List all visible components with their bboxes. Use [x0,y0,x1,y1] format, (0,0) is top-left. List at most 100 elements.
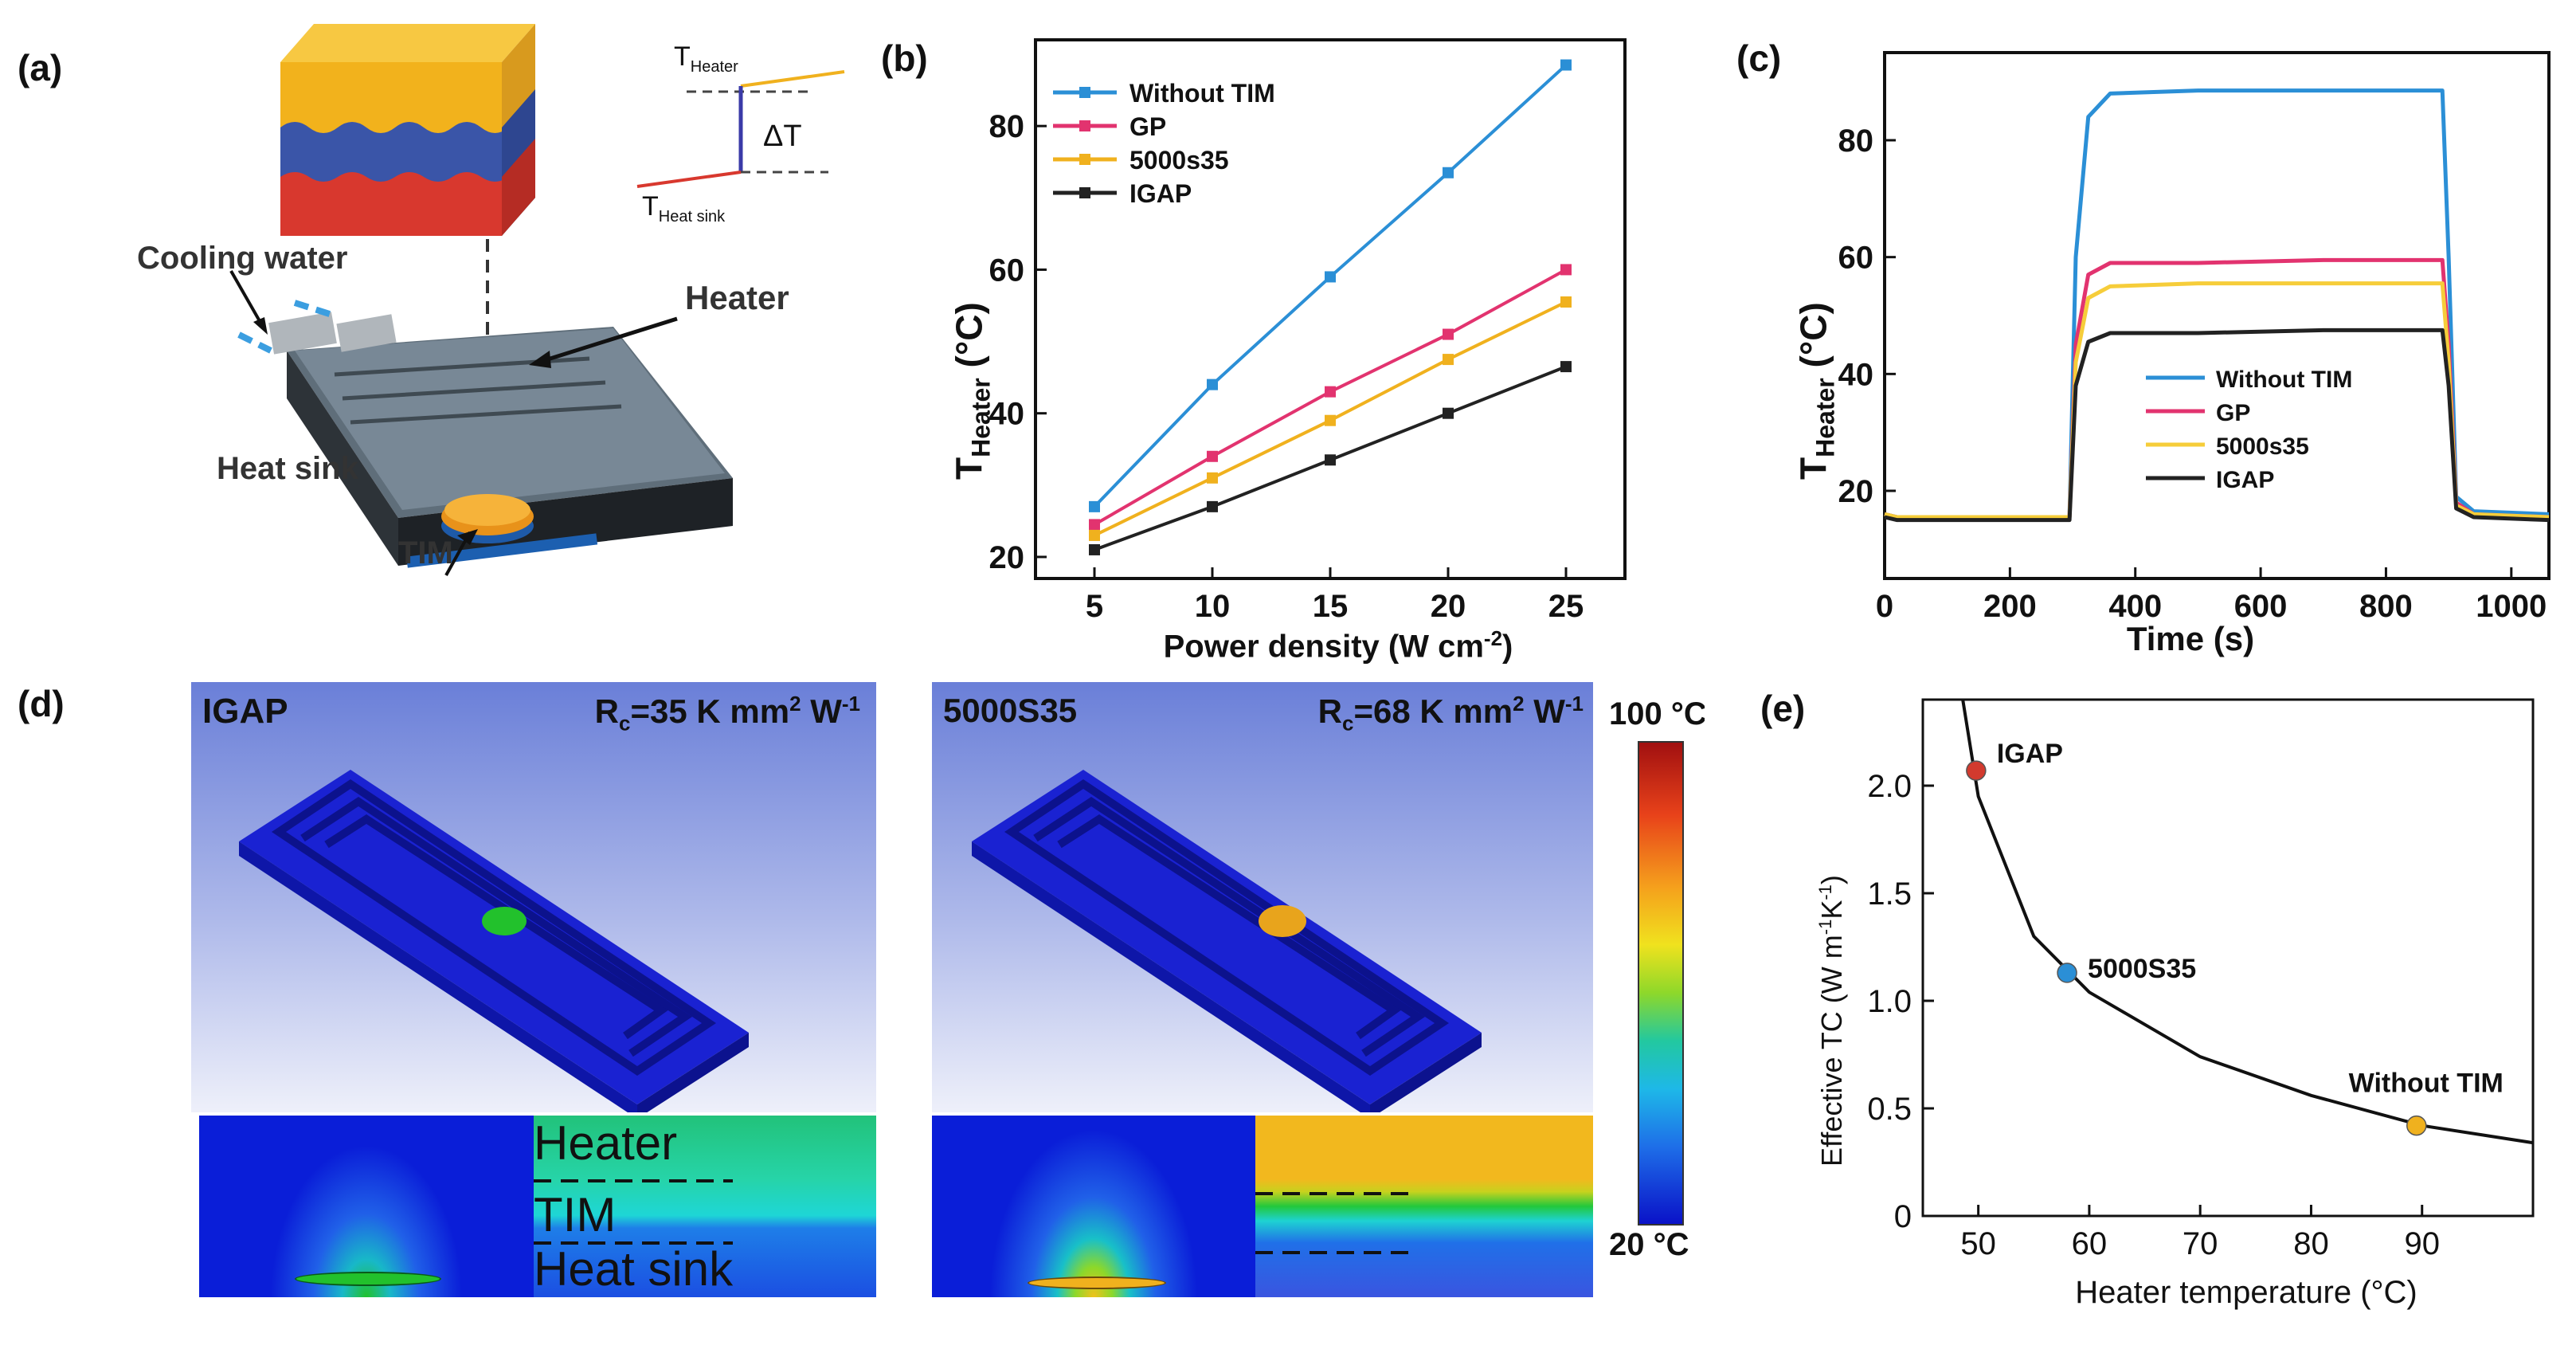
x-tick-label: 1000 [2476,589,2547,624]
sim-left-plate [239,770,749,1112]
data-point [1560,59,1572,71]
data-point [1325,454,1336,466]
x-tick-label: 5 [1086,589,1103,624]
cross-tim-label: TIM [534,1188,617,1241]
y-tick-label: 60 [1838,241,1874,276]
layer-cube [280,24,535,236]
x-tick-label: 400 [2108,589,2162,624]
data-point [1207,472,1218,484]
chart-b-ylabel: THeater (°C) [948,302,996,480]
chart-c-xlabel: Time (s) [2126,620,2255,657]
panel-b: (b) 5 10 15 20 25 20 40 60 80 Without TIM GP 5000s3… [876,0,1721,669]
data-point [1443,354,1454,366]
data-point [1325,414,1336,426]
heat-sink-block [268,312,733,568]
data-point-igap [1966,760,1987,781]
delta-t-inset [636,70,845,188]
data-point [1207,500,1218,512]
sim-left-cross-layers [534,1116,876,1297]
sim-left-rc: Rc=35 K mm2 W-1 [594,692,860,735]
heat-sink-label: Heat sink [217,451,358,486]
data-point-5000s35 [2057,963,2077,983]
y-tick-label: 0 [1894,1199,1912,1234]
data-point [1089,500,1100,512]
legend-label: IGAP [2216,467,2274,493]
y-tick-label: 20 [989,540,1025,575]
sim-left-cross: Heater TIM Heat sink [199,1116,876,1297]
sim-right-dividers [1255,1192,1415,1254]
x-tick-label: 50 [1960,1226,1996,1261]
chart-b: 5 10 15 20 25 20 40 60 80 Without TIM GP 5000s35 IGA… [989,38,1627,624]
y-tick-label: 40 [1838,357,1874,392]
chart-c-ylabel: THeater (°C) [1792,302,1840,480]
sim-right-plate [972,770,1482,1112]
chart-e-xlabel: Heater temperature (°C) [2075,1275,2417,1310]
data-point [1443,167,1454,178]
cross-heatsink-label: Heat sink [534,1242,734,1296]
data-point [1325,271,1336,283]
colorbar [1638,741,1684,1226]
legend-label: 5000s35 [1129,146,1229,175]
legend-label: IGAP [1129,179,1192,208]
sim-right-cross [932,1116,1593,1297]
heater-label: Heater [685,279,789,316]
data-point [1207,378,1218,390]
sim-right-rc: Rc=68 K mm2 W-1 [1317,692,1584,735]
chart-b-xlabel: Power density (W cm-2) [1163,626,1513,665]
cross-heater-label: Heater [534,1116,678,1170]
x-tick-label: 10 [1195,589,1231,624]
sim-left-3d: IGAP Rc=35 K mm2 W-1 [191,682,876,1112]
x-tick-label: 0 [1876,589,1893,624]
panel-e: (e) 50 60 70 80 90 0 0.5 1.0 1.5 2.0 IGAP 5000S35 Wi… [1736,669,2576,1353]
panel-c-label: (c) [1736,37,1782,79]
y-tick-label: 20 [1838,474,1874,509]
x-tick-label: 60 [2072,1226,2108,1261]
data-point [1560,296,1572,308]
y-tick-label: 80 [1838,124,1874,159]
point-label: Without TIM [2349,1069,2504,1099]
x-tick-label: 800 [2359,589,2413,624]
data-point [1207,450,1218,462]
legend-marker [1079,120,1090,131]
sim-right-3d: 5000S35 Rc=68 K mm2 W-1 [932,682,1593,1112]
sim-left-hotspot [295,1272,441,1286]
legend-marker [1079,87,1090,98]
legend-label: GP [1129,112,1166,141]
y-tick-label: 0.5 [1867,1092,1912,1127]
x-tick-label: 15 [1313,589,1349,624]
panel-b-label: (b) [881,37,928,79]
tim-label: TIM [398,535,453,571]
inset-t-heater: THeater [674,41,738,76]
fit-curve [1961,699,2534,1145]
y-tick-label: 2.0 [1867,769,1912,804]
cooling-water-label: Cooling water [137,241,348,276]
sim-right-hotspot [1028,1277,1166,1289]
x-tick-label: 25 [1548,589,1584,624]
colorbar-max-label: 100 °C [1609,696,1705,731]
panel-a-illustration [229,24,845,576]
data-point [1089,519,1100,531]
legend-label: Without TIM [1129,79,1275,108]
chart-e: 50 60 70 80 90 0 0.5 1.0 1.5 2.0 IGAP 5000S35 Withou… [1867,698,2535,1261]
plot-frame [1921,698,2535,1218]
legend-marker [1079,187,1090,198]
sim-left-title: IGAP [202,692,288,731]
x-tick-label: 20 [1431,589,1466,624]
x-tick-label: 600 [2234,589,2288,624]
sim-right-title: 5000S35 [943,692,1078,729]
point-label: IGAP [1997,739,2063,769]
y-tick-label: 60 [989,253,1025,288]
panel-d-label: (d) [18,683,65,724]
series-line-igap [1884,327,2550,523]
legend-marker [1079,154,1090,165]
chart-c: 0 200 400 600 800 1000 20 40 60 80 Without TIM GP 50… [1838,51,2551,624]
inset-delta-t: ΔT [763,120,802,153]
point-label: 5000S35 [2088,954,2196,984]
data-point [1443,328,1454,340]
panel-e-label: (e) [1760,688,1806,729]
sim-left-cross-field [199,1116,534,1297]
x-tick-label: 90 [2404,1226,2440,1261]
plot-frame [1883,51,2551,580]
panel-c: (c) 0 200 400 600 800 1000 20 40 60 80 Without TIM… [1721,0,2576,669]
sim-right-cross-layers [1255,1116,1593,1297]
